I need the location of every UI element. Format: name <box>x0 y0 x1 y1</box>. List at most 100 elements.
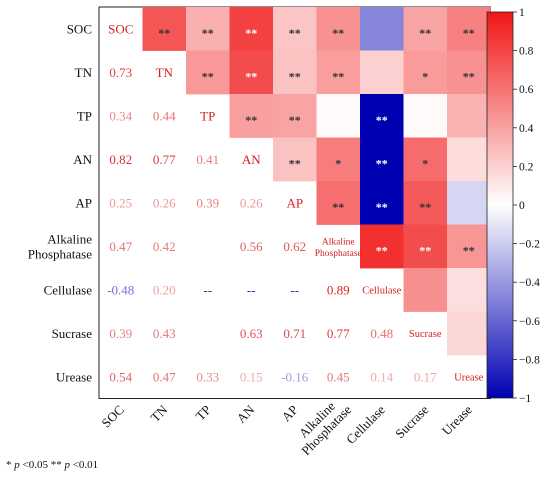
heatmap-cell <box>447 50 491 95</box>
diagonal-label: AP <box>286 195 303 210</box>
colorbar-tick-label: −0.8 <box>519 354 540 366</box>
coefficient-label: 0.77 <box>327 326 350 341</box>
colorbar-tick-label: 0 <box>519 200 525 212</box>
significance-mark: ** <box>332 69 344 83</box>
diagonal-label: SOC <box>108 21 133 36</box>
significance-mark: ** <box>463 243 475 257</box>
coefficient-label: 0.17 <box>414 369 437 384</box>
heatmap-cell <box>403 181 448 225</box>
coefficient-label: 0.43 <box>153 326 176 341</box>
coefficient-label: 0.33 <box>196 369 219 384</box>
coefficient-label: 0.15 <box>240 369 263 384</box>
colorbar-tick-label: −1 <box>519 393 531 405</box>
colorbar-tick-label: −0.2 <box>519 239 540 251</box>
coefficient-label: 0.47 <box>153 369 176 384</box>
column-label: TP <box>193 402 214 423</box>
coefficient-label: 0.89 <box>327 282 350 297</box>
heatmap-cell <box>316 94 361 138</box>
heatmap-cell <box>316 137 361 182</box>
row-label: AP <box>75 195 92 210</box>
diagonal-label: Urease <box>454 372 483 383</box>
significance-mark: ** <box>245 69 257 83</box>
column-label: AlkalinePhosphatase <box>288 392 354 458</box>
coefficient-label: 0.14 <box>370 369 393 384</box>
heatmap-cell <box>403 7 448 51</box>
colorbar-tick-label: 0.8 <box>519 46 534 58</box>
colorbar-tick-label: 0.2 <box>519 161 534 173</box>
significance-mark: ** <box>289 113 301 127</box>
heatmap-cell <box>447 311 491 356</box>
heatmap-cell <box>447 94 491 138</box>
significance-mark: ** <box>158 26 170 40</box>
row-label: Sucrase <box>52 326 93 341</box>
diagonal-label: TN <box>156 65 174 80</box>
heatmap-cell <box>273 50 317 95</box>
diagonal-label: Sucrase <box>409 329 442 340</box>
heatmap-cell <box>360 94 404 138</box>
heatmap-cell <box>316 7 361 51</box>
coefficient-label: -- <box>247 282 256 297</box>
significance-mark: * <box>335 156 341 170</box>
coefficient-label: 0.45 <box>327 369 350 384</box>
heatmap-cell <box>403 224 448 269</box>
coefficient-label: -- <box>203 282 212 297</box>
coefficient-label: 0.77 <box>153 152 176 167</box>
heatmap-cell <box>186 50 230 95</box>
heatmap-cell <box>447 224 491 269</box>
heatmap-cell <box>447 137 491 182</box>
heatmap-cell <box>403 50 448 95</box>
coefficient-label: 0.44 <box>153 108 176 123</box>
heatmap-cell <box>403 94 448 138</box>
significance-mark: ** <box>419 200 431 214</box>
row-label: TN <box>75 65 93 80</box>
heatmap-cell <box>316 50 361 95</box>
heatmap-cell <box>142 7 187 51</box>
diagonal-label: Cellulase <box>362 285 401 296</box>
heatmap-cell <box>186 7 230 51</box>
colorbar-tick-label: 0.6 <box>519 84 534 96</box>
row-label: Cellulase <box>44 282 93 297</box>
significance-mark: ** <box>245 113 257 127</box>
heatmap-cell <box>316 181 361 225</box>
significance-mark: ** <box>376 243 388 257</box>
colorbar-tick-label: −0.4 <box>519 277 540 289</box>
significance-mark: ** <box>245 26 257 40</box>
heatmap-cell <box>360 224 404 269</box>
coefficient-label: 0.42 <box>153 239 176 254</box>
column-label: AN <box>233 402 257 426</box>
significance-mark: ** <box>419 243 431 257</box>
heatmap-cell <box>229 94 274 138</box>
column-label: TN <box>148 402 171 425</box>
coefficient-label: 0.71 <box>283 326 306 341</box>
significance-mark: ** <box>202 69 214 83</box>
coefficient-label: -0.48 <box>107 282 134 297</box>
heatmap-cell <box>273 7 317 51</box>
coefficient-label: 0.73 <box>109 65 132 80</box>
coefficient-label: 0.63 <box>240 326 263 341</box>
heatmap-cell <box>360 181 404 225</box>
column-label: SOC <box>98 402 126 430</box>
coefficient-label: 0.47 <box>109 239 132 254</box>
diagonal-label: Alkaline Phosphatase <box>315 237 362 258</box>
significance-mark: ** <box>202 26 214 40</box>
coefficient-label: 0.54 <box>109 369 132 384</box>
significance-mark: ** <box>463 26 475 40</box>
heatmap-cell <box>403 137 448 182</box>
significance-mark: ** <box>289 156 301 170</box>
heatmap-cell <box>447 181 491 225</box>
heatmap-cell <box>229 7 274 51</box>
significance-mark: ** <box>332 26 344 40</box>
coefficient-label: 0.41 <box>196 152 219 167</box>
coefficient-label: 0.26 <box>240 195 263 210</box>
column-label: Sucrase <box>392 402 431 441</box>
significance-mark: ** <box>376 156 388 170</box>
coefficient-label: 0.26 <box>153 195 176 210</box>
significance-mark: ** <box>463 69 475 83</box>
significance-footnote: * p <0.05 ** p <0.01 <box>6 459 99 471</box>
row-label: Urease <box>56 369 92 384</box>
diagonal-label: AN <box>242 152 261 167</box>
significance-mark: ** <box>376 200 388 214</box>
significance-mark: ** <box>419 26 431 40</box>
coefficient-label: 0.62 <box>283 239 306 254</box>
